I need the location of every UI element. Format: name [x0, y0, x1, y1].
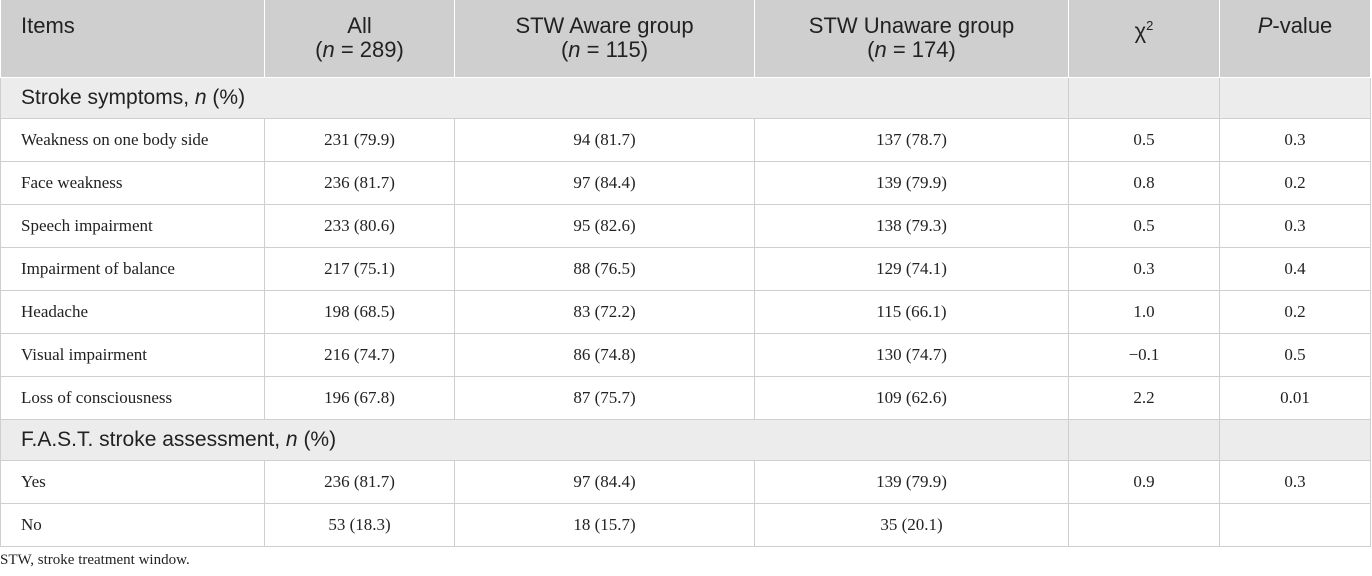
- table-row: Loss of consciousness 196 (67.8) 87 (75.7)…: [0, 375, 1371, 420]
- table-cell: 0.8: [1068, 160, 1220, 205]
- table-cell: 109 (62.6): [754, 375, 1069, 420]
- row-label: Loss of consciousness: [0, 375, 265, 420]
- table-cell: 95 (82.6): [454, 203, 755, 248]
- section-label: Stroke symptoms, n (%): [0, 76, 1069, 119]
- table-cell: 0.3: [1219, 203, 1371, 248]
- section-header-row: Stroke symptoms, n (%): [0, 76, 1371, 119]
- table-cell: 94 (81.7): [454, 117, 755, 162]
- table-row: Speech impairment 233 (80.6) 95 (82.6) 138 …: [0, 203, 1371, 248]
- table-footnote: STW, stroke treatment window.: [0, 552, 190, 568]
- table-row: Visual impairment 216 (74.7) 86 (74.8) 130 …: [0, 332, 1371, 377]
- row-label: Speech impairment: [0, 203, 265, 248]
- table-cell: 129 (74.1): [754, 246, 1069, 291]
- table-cell: 53 (18.3): [264, 502, 455, 547]
- section-empty-cell: [1219, 418, 1371, 461]
- table-cell: 216 (74.7): [264, 332, 455, 377]
- table-cell: 88 (76.5): [454, 246, 755, 291]
- table-row: Face weakness 236 (81.7) 97 (84.4) 139 (79.…: [0, 160, 1371, 205]
- section-label: F.A.S.T. stroke assessment, n (%): [0, 418, 1069, 461]
- header-all: All (n = 289): [264, 0, 455, 78]
- table-cell: 0.3: [1219, 117, 1371, 162]
- table-cell: 0.01: [1219, 375, 1371, 420]
- table-cell: 139 (79.9): [754, 160, 1069, 205]
- table-cell: 0.9: [1068, 459, 1220, 504]
- header-items: Items: [0, 0, 265, 78]
- table-cell: 0.3: [1068, 246, 1220, 291]
- table-cell: 217 (75.1): [264, 246, 455, 291]
- table-cell: 87 (75.7): [454, 375, 755, 420]
- header-stw-unaware: STW Unaware group (n = 174): [754, 0, 1069, 78]
- table-cell: 0.3: [1219, 459, 1371, 504]
- table-cell: 2.2: [1068, 375, 1220, 420]
- table-cell: 138 (79.3): [754, 203, 1069, 248]
- table-cell: 0.5: [1068, 203, 1220, 248]
- table-cell: 0.5: [1219, 332, 1371, 377]
- table-row: Yes 236 (81.7) 97 (84.4) 139 (79.9) 0.9 0.3: [0, 459, 1371, 504]
- table-cell: 115 (66.1): [754, 289, 1069, 334]
- row-label: Weakness on one body side: [0, 117, 265, 162]
- table-cell: 196 (67.8): [264, 375, 455, 420]
- section-empty-cell: [1068, 76, 1220, 119]
- table-cell: 97 (84.4): [454, 160, 755, 205]
- table-cell: 86 (74.8): [454, 332, 755, 377]
- table-row: Weakness on one body side 231 (79.9) 94 (8…: [0, 117, 1371, 162]
- table-cell: 97 (84.4): [454, 459, 755, 504]
- header-p-value: P-value: [1219, 0, 1371, 78]
- table-cell: −0.1: [1068, 332, 1220, 377]
- table-cell: 35 (20.1): [754, 502, 1069, 547]
- row-label: Visual impairment: [0, 332, 265, 377]
- row-label: Yes: [0, 459, 265, 504]
- table-cell: 198 (68.5): [264, 289, 455, 334]
- row-label: Headache: [0, 289, 265, 334]
- section-header-row: F.A.S.T. stroke assessment, n (%): [0, 418, 1371, 461]
- row-label: Face weakness: [0, 160, 265, 205]
- table-cell: 0.2: [1219, 289, 1371, 334]
- section-empty-cell: [1068, 418, 1220, 461]
- table-cell: 0.2: [1219, 160, 1371, 205]
- table-cell: 0.5: [1068, 117, 1220, 162]
- header-row: Items All (n = 289) STW Aware group (n =…: [0, 0, 1371, 78]
- table-cell: 0.4: [1219, 246, 1371, 291]
- table-cell: 233 (80.6): [264, 203, 455, 248]
- header-stw-aware: STW Aware group (n = 115): [454, 0, 755, 78]
- table-row: Headache 198 (68.5) 83 (72.2) 115 (66.1) 1.0…: [0, 289, 1371, 334]
- section-empty-cell: [1219, 76, 1371, 119]
- table-cell: 137 (78.7): [754, 117, 1069, 162]
- table-row: No 53 (18.3) 18 (15.7) 35 (20.1): [0, 502, 1371, 547]
- table-cell: 1.0: [1068, 289, 1220, 334]
- table-cell: 139 (79.9): [754, 459, 1069, 504]
- table-row: Impairment of balance 217 (75.1) 88 (76.5)…: [0, 246, 1371, 291]
- table-cell: 231 (79.9): [264, 117, 455, 162]
- header-chi-square: χ2: [1068, 0, 1220, 78]
- table-cell: 236 (81.7): [264, 160, 455, 205]
- table-cell: 236 (81.7): [264, 459, 455, 504]
- results-table: Items All (n = 289) STW Aware group (n =…: [0, 0, 1371, 547]
- row-label: Impairment of balance: [0, 246, 265, 291]
- table-cell: 83 (72.2): [454, 289, 755, 334]
- table-cell: [1068, 502, 1220, 547]
- table-cell: 18 (15.7): [454, 502, 755, 547]
- row-label: No: [0, 502, 265, 547]
- table-cell: [1219, 502, 1371, 547]
- table-cell: 130 (74.7): [754, 332, 1069, 377]
